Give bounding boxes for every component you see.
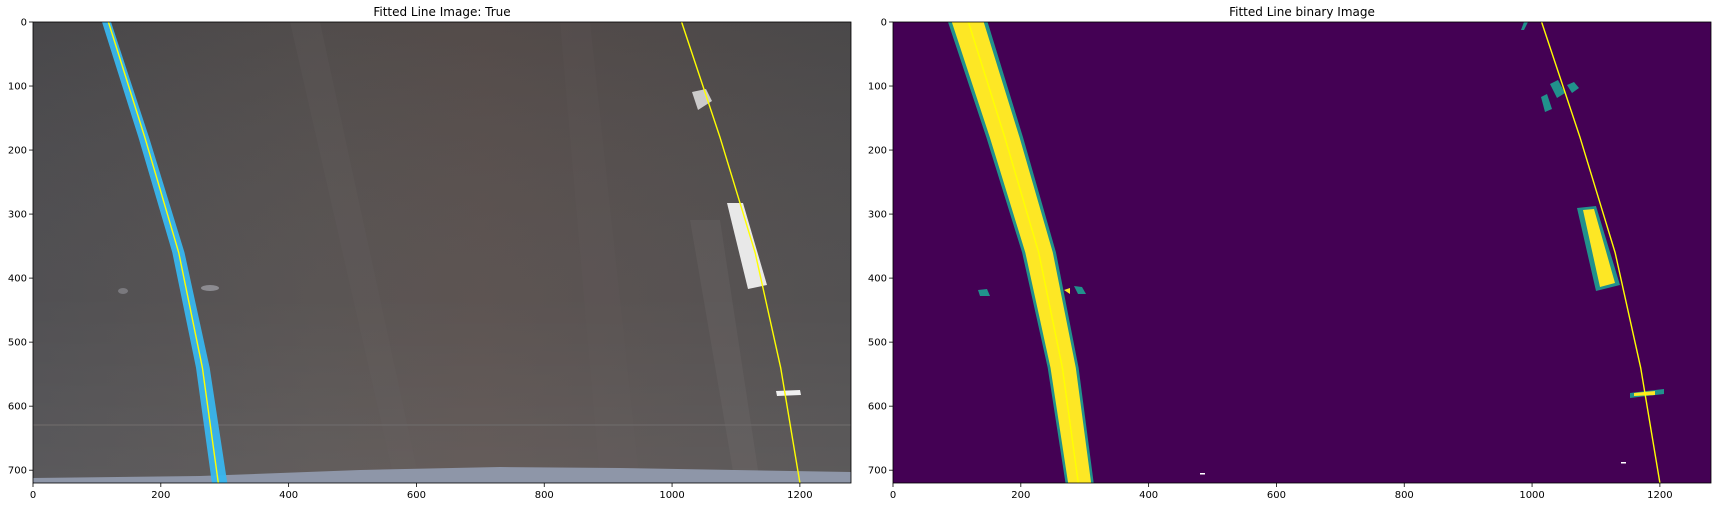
fitted-lines bbox=[967, 22, 1661, 483]
y-tick-label: 400 bbox=[868, 274, 887, 285]
y-tick-label: 600 bbox=[868, 402, 887, 413]
y-tick-label: 100 bbox=[8, 82, 27, 93]
x-tick-label: 0 bbox=[890, 490, 896, 501]
left-lane-blob bbox=[951, 22, 1092, 483]
x-tick-label: 1200 bbox=[787, 490, 812, 501]
y-tick-label: 500 bbox=[8, 338, 27, 349]
fitted-lines bbox=[107, 22, 801, 483]
x-tick-label: 0 bbox=[30, 490, 36, 501]
right-fitted-line bbox=[680, 22, 801, 483]
left-fitted-line bbox=[107, 22, 219, 483]
x-tick-label: 600 bbox=[407, 490, 426, 501]
y-tick-label: 0 bbox=[21, 18, 27, 29]
y-tick-label: 600 bbox=[8, 402, 27, 413]
y-tick-label: 300 bbox=[868, 210, 887, 221]
y-tick-label: 300 bbox=[8, 210, 27, 221]
x-tick-label: 1000 bbox=[1519, 490, 1544, 501]
y-tick-label: 700 bbox=[8, 466, 27, 477]
panel-fitted-line-binary-image: Fitted Line binary Image 0 200 400 600 800 10… bbox=[868, 5, 1712, 502]
y-tick-label: 100 bbox=[868, 82, 887, 93]
y-tick-label: 200 bbox=[868, 146, 887, 157]
panel-title: Fitted Line Image: True bbox=[373, 5, 510, 19]
left-fitted-line bbox=[967, 22, 1079, 483]
x-tick-label: 400 bbox=[279, 490, 298, 501]
y-tick-label: 400 bbox=[8, 274, 27, 285]
left-lane-marking bbox=[102, 22, 228, 483]
right-lane-blob bbox=[1583, 209, 1615, 287]
y-tick-label: 700 bbox=[868, 466, 887, 477]
x-tick-label: 1000 bbox=[659, 490, 684, 501]
axis-ticks: 0 200 400 600 800 1000 1200 0 100 200 300 400 500 600… bbox=[8, 18, 813, 502]
y-tick-label: 0 bbox=[881, 18, 887, 29]
x-tick-label: 200 bbox=[151, 490, 170, 501]
panel-title: Fitted Line binary Image bbox=[1229, 5, 1375, 19]
x-tick-label: 800 bbox=[535, 490, 554, 501]
right-fitted-line bbox=[1540, 22, 1661, 483]
axis-ticks: 0 200 400 600 800 1000 1200 0 100 200 300 400 500 600… bbox=[868, 18, 1673, 502]
y-tick-label: 200 bbox=[8, 146, 27, 157]
road-image bbox=[33, 22, 851, 483]
x-tick-label: 400 bbox=[1139, 490, 1158, 501]
right-lane-dash bbox=[727, 203, 767, 289]
x-tick-label: 1200 bbox=[1647, 490, 1672, 501]
x-tick-label: 600 bbox=[1267, 490, 1286, 501]
x-tick-label: 200 bbox=[1011, 490, 1030, 501]
x-tick-label: 800 bbox=[1395, 490, 1414, 501]
panel-fitted-line-image: Fitted Line Image: True 0 200 400 600 800 100… bbox=[8, 5, 852, 502]
y-tick-label: 500 bbox=[868, 338, 887, 349]
binary-image bbox=[893, 22, 1711, 483]
